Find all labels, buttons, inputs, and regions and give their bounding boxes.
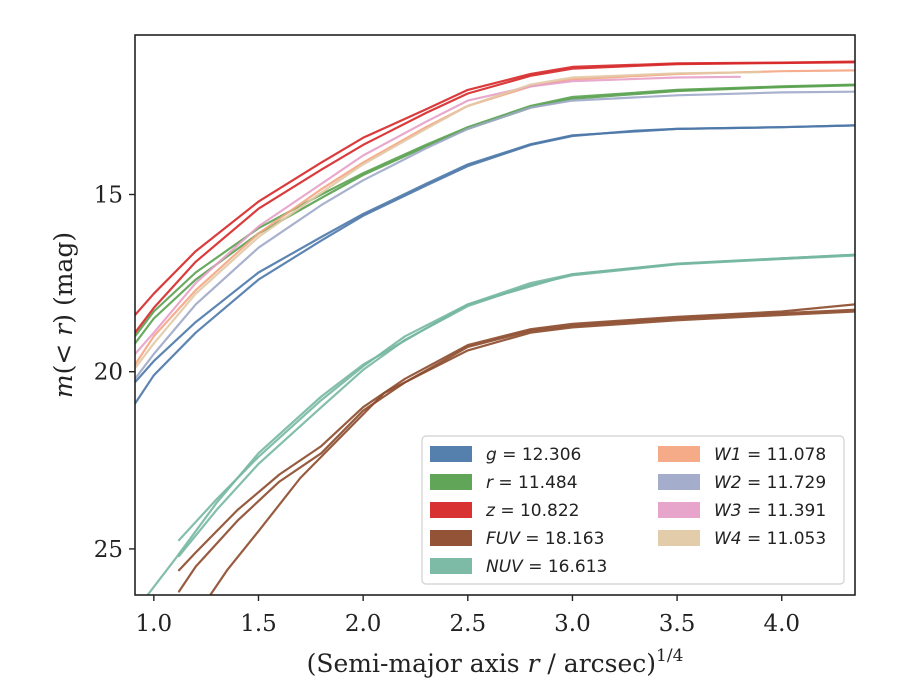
legend-swatch	[430, 530, 472, 546]
curve-fuv-2	[177, 303, 855, 572]
legend-label: W4 = 11.053	[714, 529, 826, 549]
legend-box	[421, 435, 845, 585]
curve-w2-1	[135, 90, 855, 380]
curve-r-2	[135, 84, 855, 345]
curve-nuv-3	[146, 253, 855, 595]
legend-label: r = 11.484	[486, 473, 578, 493]
legend-label: W2 = 11.729	[714, 473, 826, 493]
curve-g-2	[135, 124, 855, 384]
legend-item-w1: W1 = 11.078	[658, 445, 826, 465]
y-tick-label: 25	[94, 537, 123, 563]
legend-item-w3: W3 = 11.391	[658, 501, 826, 521]
x-tick-label: 4.0	[763, 611, 800, 637]
curve-w3-1	[135, 75, 741, 356]
legend-swatch	[430, 502, 472, 518]
legend-item-w2: W2 = 11.729	[658, 473, 826, 493]
axes-layer: 1.0 1.5 2.0 2.5 3.0 3.5 4.0 15 20 25 (Semi-major a…	[49, 34, 856, 678]
curve-w4-1	[135, 71, 762, 370]
legend-item-g: g = 12.306	[430, 445, 581, 465]
x-tick-label: 2.5	[450, 611, 487, 637]
plot-frame	[134, 34, 856, 596]
curve-z-2	[135, 61, 855, 334]
legend-swatch	[658, 474, 700, 490]
legend-swatch	[430, 446, 472, 462]
legend-label: g = 12.306	[486, 445, 581, 465]
legend-label: NUV = 16.613	[486, 557, 607, 577]
legend-swatch	[430, 558, 472, 574]
x-tick-label: 3.5	[659, 611, 696, 637]
legend-item-r: r = 11.484	[430, 473, 578, 493]
legend-label: FUV = 18.163	[486, 529, 604, 549]
y-axis-label: m(< r) (mag)	[49, 232, 78, 398]
curve-fuv-3	[209, 310, 855, 595]
curves-layer	[135, 60, 855, 595]
legend-item-w4: W4 = 11.053	[658, 529, 826, 549]
legend-label: W1 = 11.078	[714, 445, 826, 465]
x-axis-label: (Semi-major axis r / arcsec)1/4	[307, 646, 684, 678]
legend-swatch	[658, 502, 700, 518]
legend-swatch	[658, 446, 700, 462]
y-tick-label: 20	[94, 360, 123, 386]
legend-label: W3 = 11.391	[714, 501, 826, 521]
x-tick-label: 1.0	[136, 611, 173, 637]
legend-swatch	[658, 530, 700, 546]
y-tick-label: 15	[94, 182, 123, 208]
x-axis-label-exponent: 1/4	[656, 646, 683, 666]
legend-label: z = 10.822	[485, 501, 579, 521]
legend-swatch	[430, 474, 472, 490]
x-tick-label: 3.0	[554, 611, 591, 637]
legend-item-z: z = 10.822	[430, 501, 579, 521]
x-tick-label: 2.0	[345, 611, 382, 637]
x-tick-label: 1.5	[240, 611, 277, 637]
legend-item-nuv: NUV = 16.613	[430, 557, 607, 577]
legend-item-fuv: FUV = 18.163	[430, 529, 604, 549]
legend: g = 12.306 r = 11.484 z = 10.822 FUV = 18.1…	[421, 435, 845, 585]
